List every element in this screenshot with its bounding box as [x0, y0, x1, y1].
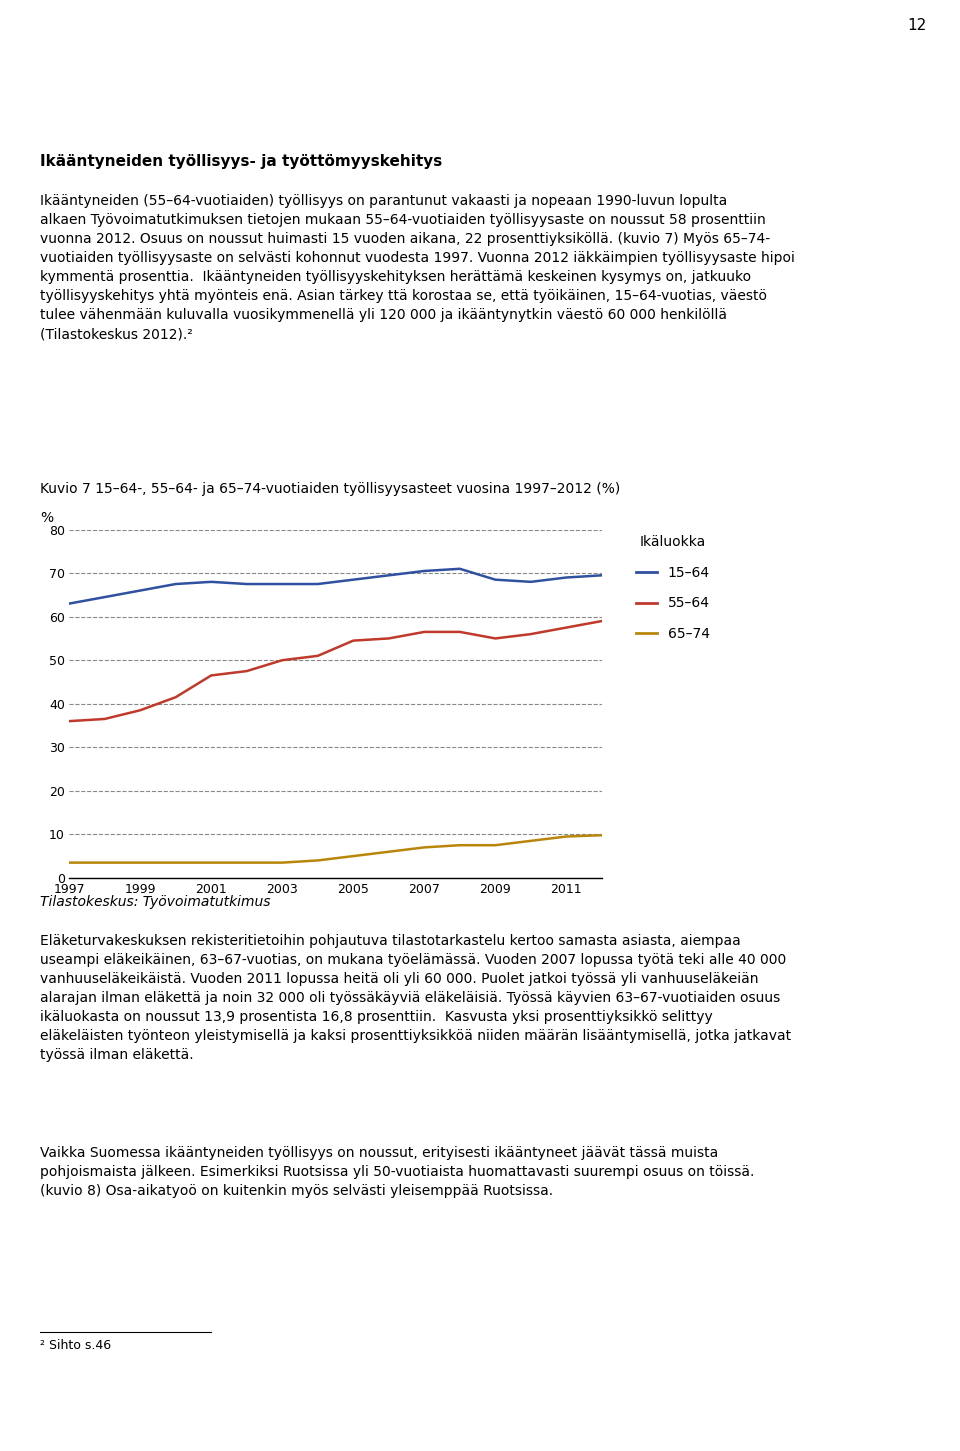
Text: %: %: [40, 511, 54, 525]
Text: Tilastokeskus: Työvoimatutkimus: Tilastokeskus: Työvoimatutkimus: [40, 895, 271, 910]
Text: Kuvio 7 15–64-, 55–64- ja 65–74-vuotiaiden työllisyysasteet vuosina 1997–2012 (%: Kuvio 7 15–64-, 55–64- ja 65–74-vuotiaid…: [40, 482, 620, 496]
Text: Ikääntyneiden työllisyys- ja työttömyyskehitys: Ikääntyneiden työllisyys- ja työttömyysk…: [40, 154, 443, 168]
Text: 12: 12: [907, 19, 926, 33]
Text: Vaikka Suomessa ikääntyneiden työllisyys on noussut, erityisesti ikääntyneet jää: Vaikka Suomessa ikääntyneiden työllisyys…: [40, 1146, 755, 1199]
Text: Eläketurvakeskuksen rekisteritietoihin pohjautuva tilastotarkastelu kertoo samas: Eläketurvakeskuksen rekisteritietoihin p…: [40, 934, 791, 1062]
Legend: 15–64, 55–64, 65–74: 15–64, 55–64, 65–74: [630, 530, 715, 647]
Text: Ikääntyneiden (55–64-vuotiaiden) työllisyys on parantunut vakaasti ja nopeaan 19: Ikääntyneiden (55–64-vuotiaiden) työllis…: [40, 194, 795, 341]
Text: ² Sihto s.46: ² Sihto s.46: [40, 1339, 111, 1352]
